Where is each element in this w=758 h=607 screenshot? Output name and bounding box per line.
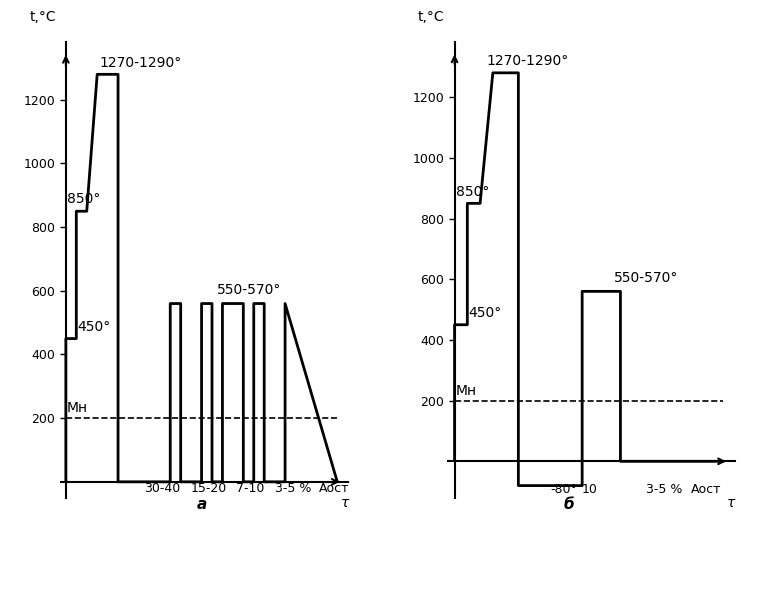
Text: Aост: Aост — [318, 482, 349, 495]
Text: 850°: 850° — [456, 185, 489, 199]
Text: 1270-1290°: 1270-1290° — [487, 54, 568, 69]
Text: 550-570°: 550-570° — [218, 283, 282, 297]
Text: б: б — [564, 497, 575, 512]
Y-axis label: t,°C: t,°C — [30, 10, 57, 24]
Text: $\tau$: $\tau$ — [726, 496, 737, 510]
Text: 3-5 %: 3-5 % — [274, 482, 311, 495]
Y-axis label: t,°C: t,°C — [418, 10, 444, 24]
Text: Aост: Aост — [691, 483, 721, 496]
Text: 550-570°: 550-570° — [614, 271, 678, 285]
Text: $\tau$: $\tau$ — [340, 496, 351, 510]
Text: 15-20: 15-20 — [191, 482, 227, 495]
Text: 450°: 450° — [468, 306, 502, 320]
Text: Mн: Mн — [67, 401, 88, 415]
Text: 1270-1290°: 1270-1290° — [99, 56, 181, 70]
Text: а: а — [196, 497, 207, 512]
Text: 450°: 450° — [77, 320, 111, 334]
Text: 30-40: 30-40 — [144, 482, 180, 495]
Text: 850°: 850° — [67, 192, 100, 206]
Text: 3-5 %: 3-5 % — [646, 483, 682, 496]
Text: -80°: -80° — [550, 483, 577, 496]
Text: Mн: Mн — [456, 384, 477, 398]
Text: 7-10: 7-10 — [236, 482, 265, 495]
Text: 10: 10 — [582, 483, 598, 496]
